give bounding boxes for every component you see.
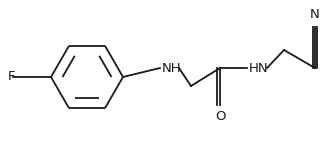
- Text: F: F: [8, 71, 15, 83]
- Text: N: N: [310, 8, 320, 21]
- Text: NH: NH: [162, 61, 182, 75]
- Text: HN: HN: [249, 61, 269, 75]
- Text: O: O: [215, 110, 225, 123]
